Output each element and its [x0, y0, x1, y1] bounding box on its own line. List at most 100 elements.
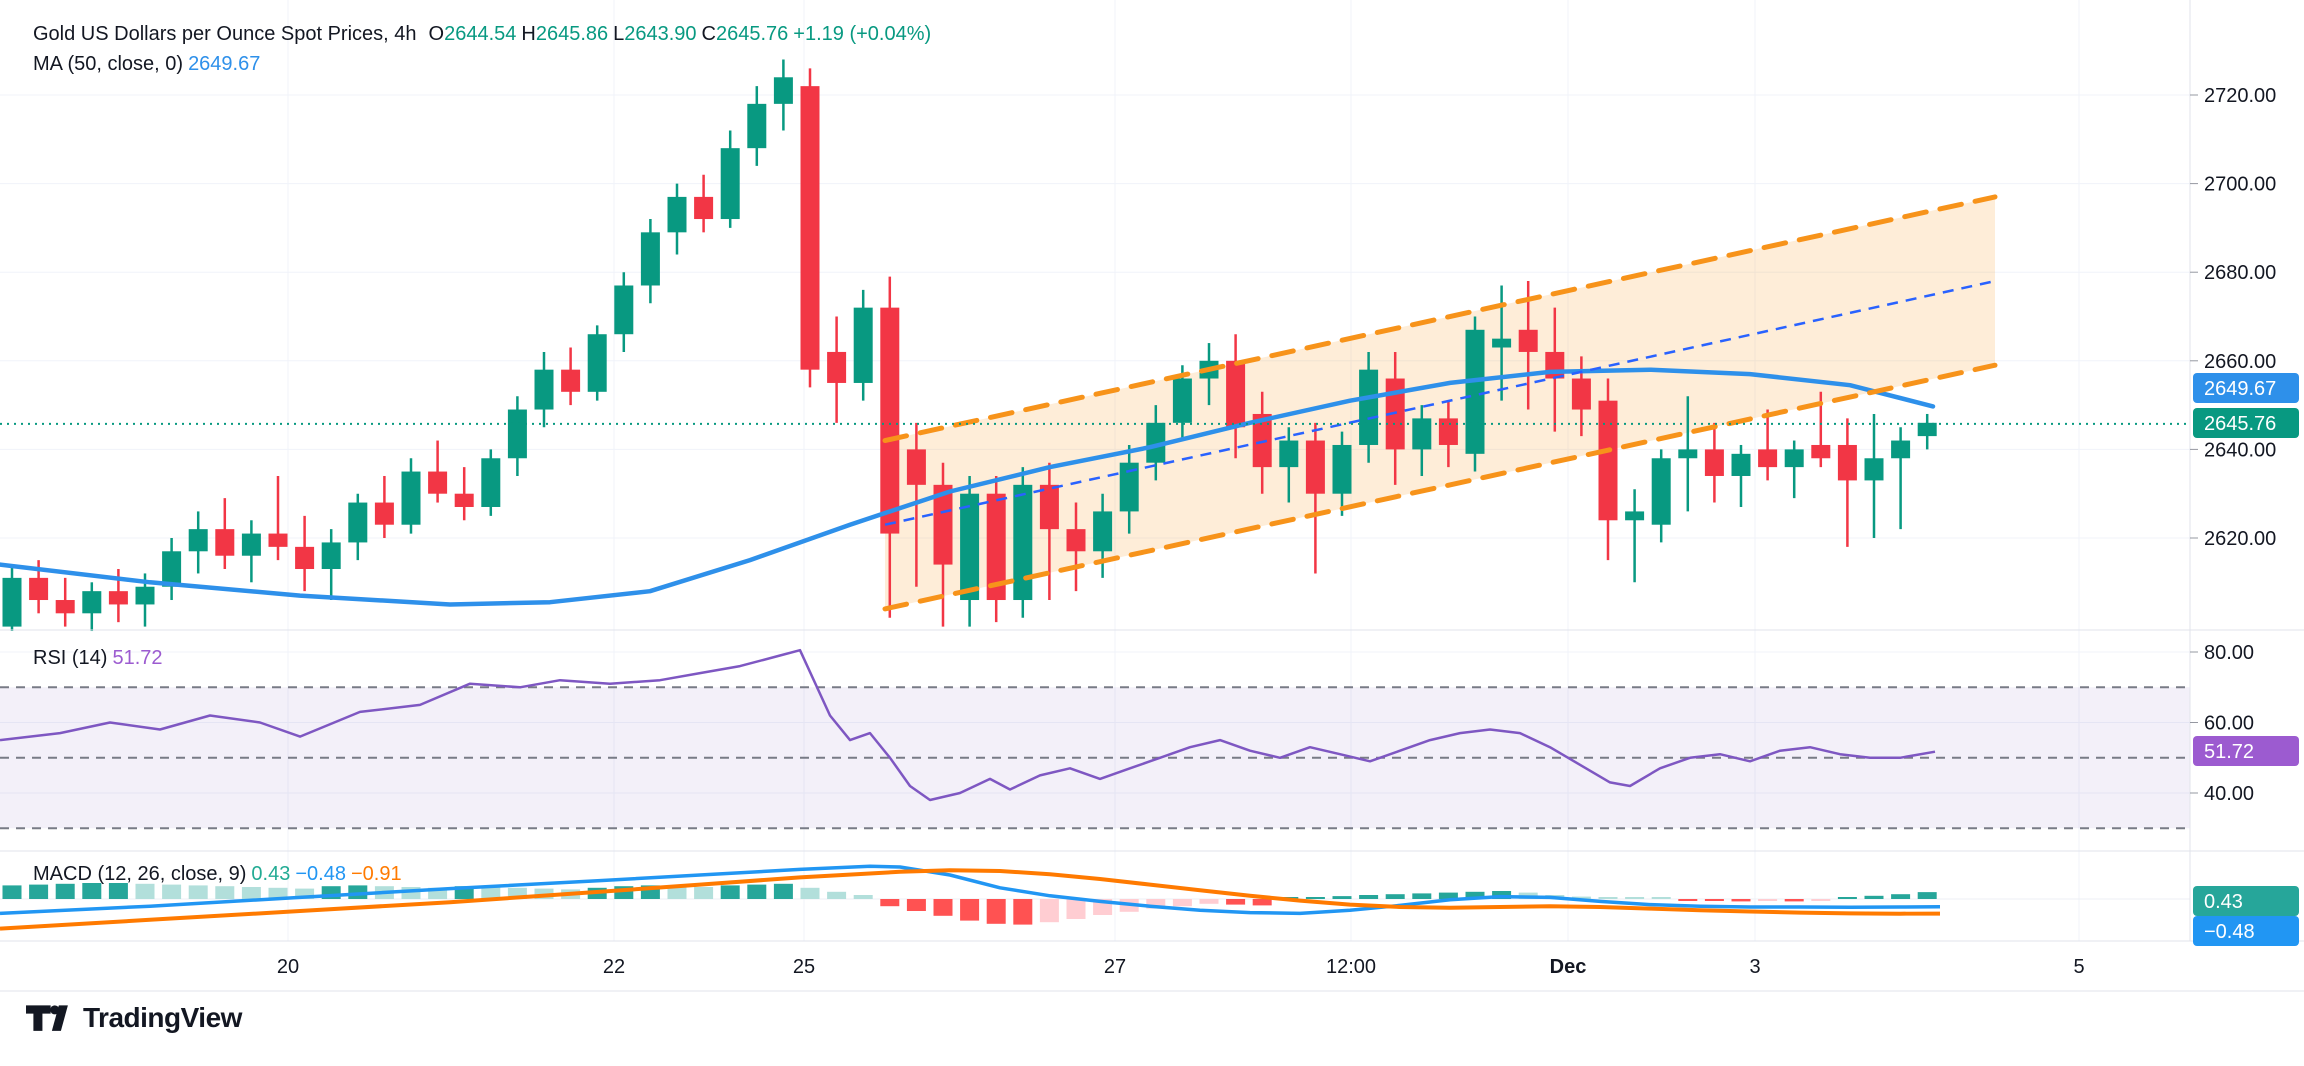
macd-label: MACD (12, 26, close, 9) [33, 863, 247, 885]
macd-histogram-bar [1412, 893, 1432, 899]
candle-body [135, 586, 155, 605]
candle-body [1837, 444, 1857, 481]
candle-body [1093, 511, 1113, 552]
candle-body [268, 533, 288, 547]
macd-histogram-bar [906, 899, 926, 911]
macd-histogram-bar [295, 888, 315, 899]
time-axis-scale[interactable] [0, 941, 2304, 991]
candle-body [880, 307, 900, 534]
high-label: H [521, 23, 536, 45]
macd-histogram-bar [507, 887, 527, 899]
macd-histogram-badge-text: 0.43 [2204, 891, 2243, 913]
ma50-price-badge [2193, 373, 2299, 403]
channel-bottom-line[interactable] [882, 362, 1998, 612]
candle-body [1305, 440, 1325, 494]
candle-body [587, 334, 607, 392]
price-axis-scale[interactable] [2190, 0, 2304, 991]
time-axis-label: 12:00 [1326, 956, 1376, 978]
candle-body [29, 577, 49, 601]
macd-histogram-bar [481, 887, 501, 899]
price-axis-label: 2720.00 [2204, 85, 2276, 107]
candle-body [960, 493, 980, 601]
macd-signal-value: −0.91 [350, 863, 402, 885]
ma50-price-badge-text: 2649.67 [2204, 378, 2276, 400]
macd-legend[interactable]: MACD (12, 26, close, 9) 0.43 −0.48 −0.91 [33, 862, 402, 886]
candle-body [55, 600, 75, 614]
macd-histogram-bar [1252, 899, 1272, 906]
price-axis-label: 2620.00 [2204, 528, 2276, 550]
candle-body [1917, 422, 1937, 437]
rsi-legend[interactable]: RSI (14) 51.72 [33, 646, 163, 670]
macd-histogram-bar [800, 887, 820, 899]
time-axis-label: 20 [277, 956, 299, 978]
rsi-axis-label: 60.00 [2204, 713, 2254, 735]
price-axis-label: 2700.00 [2204, 174, 2276, 196]
rsi-value: 51.72 [112, 647, 163, 669]
candle-body [321, 542, 341, 570]
candle-body [694, 196, 714, 220]
macd-histogram-bar [986, 899, 1006, 924]
macd-histogram-bar [1625, 897, 1645, 899]
macd-histogram-bar [135, 883, 155, 899]
candle-body [1119, 462, 1139, 512]
candle-body [1678, 449, 1698, 459]
candle-body [1758, 449, 1778, 468]
macd-histogram-bar [667, 886, 687, 899]
macd-histogram-bar [1066, 899, 1086, 919]
macd-histogram-bar [853, 895, 873, 899]
macd-histogram-bar [1784, 899, 1804, 902]
ma50-value: 2649.67 [188, 53, 261, 75]
close-value: 2645.76 [716, 23, 789, 45]
macd-histogram-bar [188, 885, 208, 899]
candle-body [82, 591, 102, 614]
price-axis-label: 2680.00 [2204, 262, 2276, 284]
macd-histogram-bar [241, 887, 261, 899]
candle-body [428, 471, 448, 494]
close-label: C [701, 23, 716, 45]
ma50-label: MA (50, close, 0) [33, 53, 184, 75]
symbol-legend[interactable]: Gold US Dollars per Ounce Spot Prices, 4… [33, 22, 931, 46]
candle-body [1039, 484, 1059, 530]
channel-top-line[interactable] [882, 194, 1998, 444]
rsi-axis-label: 80.00 [2204, 642, 2254, 664]
macd-histogram-bar [1917, 892, 1937, 899]
ma50-legend[interactable]: MA (50, close, 0) 2649.67 [33, 52, 260, 76]
candle-body [295, 546, 315, 570]
time-axis-label: 25 [793, 956, 815, 978]
candle-body [1518, 329, 1538, 352]
candle-body [1359, 369, 1379, 445]
macd-histogram-bar [1305, 897, 1325, 899]
macd-histogram-bar [1678, 899, 1698, 901]
macd-histogram-bar [1013, 899, 1033, 925]
macd-histogram-bar [1864, 895, 1884, 899]
candle-body [454, 493, 474, 507]
candle-body [1252, 413, 1272, 468]
candle-body [1731, 453, 1751, 476]
macd-line [0, 864, 1941, 916]
rsi-label: RSI (14) [33, 647, 108, 669]
macd-signal-line [0, 868, 1941, 931]
candle-body [1545, 351, 1565, 379]
macd-histogram-bar [1598, 897, 1618, 899]
candle-body [481, 458, 501, 507]
candle-body [215, 529, 235, 556]
macd-histogram-bar [1385, 894, 1405, 899]
candle-body [1891, 440, 1911, 459]
candle-body [241, 533, 261, 556]
candle-body [1651, 458, 1671, 525]
candle-body [667, 196, 687, 233]
time-axis-label: 5 [2073, 956, 2084, 978]
macd-histogram-bar [1199, 899, 1219, 904]
last-price-badge [2193, 408, 2299, 438]
tradingview-logo[interactable]: TradingView [26, 1002, 242, 1034]
candle-body [401, 471, 421, 525]
candle-body [720, 148, 740, 220]
candle-body [773, 77, 793, 104]
macd-histogram-bar [747, 884, 767, 899]
candle-body [1013, 484, 1033, 601]
time-axis-label: 22 [603, 956, 625, 978]
symbol-title: Gold US Dollars per Ounce Spot Prices, 4… [33, 23, 417, 45]
candle-body [2, 577, 22, 627]
macd-histogram-bar [2, 885, 22, 899]
